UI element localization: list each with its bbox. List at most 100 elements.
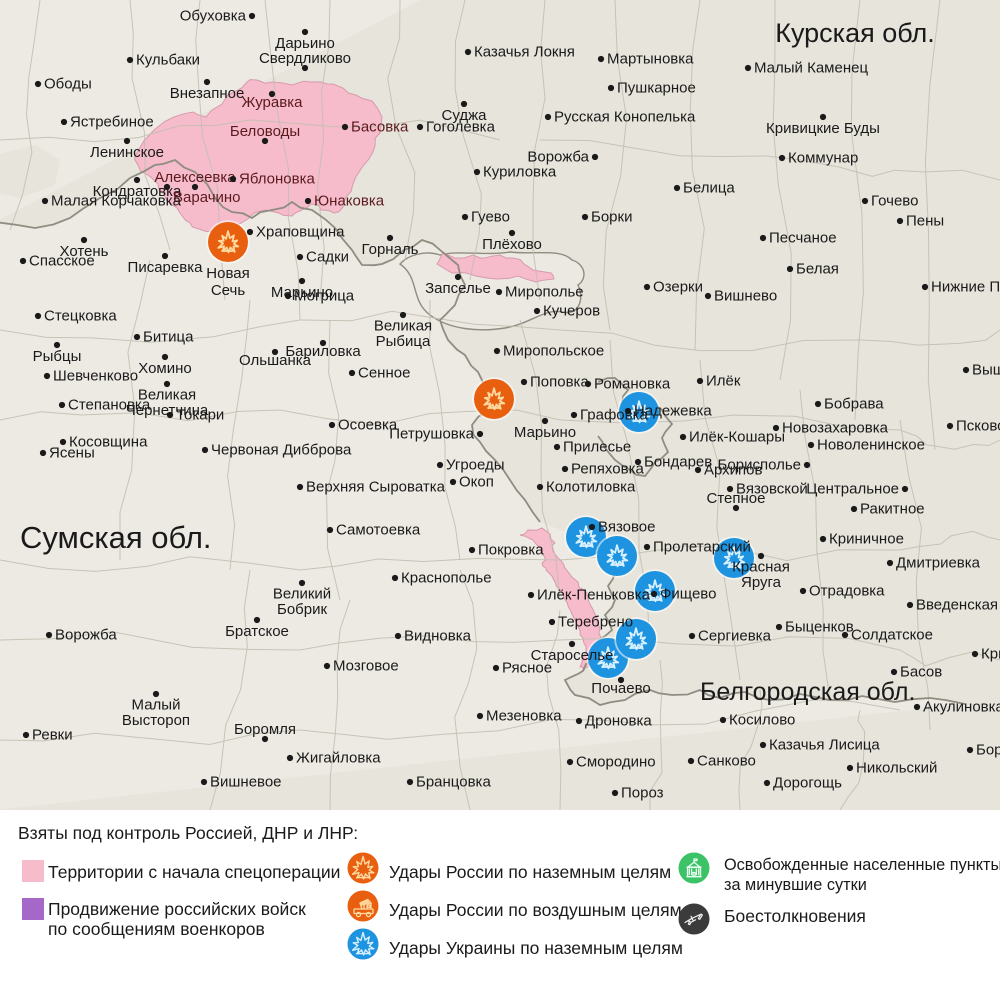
svg-text:Мартыновка: Мартыновка <box>607 51 694 68</box>
svg-text:Пороз: Пороз <box>621 785 664 802</box>
svg-text:Казачья Локня: Казачья Локня <box>474 44 575 61</box>
svg-text:Казачья Лисица: Казачья Лисица <box>769 737 880 754</box>
svg-text:Белгородская обл.: Белгородская обл. <box>700 678 915 706</box>
svg-text:Басовка: Басовка <box>351 119 409 136</box>
svg-text:Новоленинское: Новоленинское <box>817 437 925 454</box>
svg-text:Илёк: Илёк <box>706 373 741 390</box>
svg-text:Солдатское: Солдатское <box>851 627 933 644</box>
svg-text:Журавка: Журавка <box>242 94 304 111</box>
svg-text:Крюково: Крюково <box>981 646 1000 663</box>
svg-text:Юнаковка: Юнаковка <box>314 193 385 210</box>
svg-text:Ревки: Ревки <box>32 727 73 744</box>
svg-text:Сумская обл.: Сумская обл. <box>20 520 212 555</box>
svg-text:Центральное: Центральное <box>806 481 899 498</box>
svg-text:Теребрено: Теребрено <box>558 614 633 631</box>
svg-text:Видновка: Видновка <box>404 628 472 645</box>
svg-text:Кривицкие Буды: Кривицкие Буды <box>766 120 880 137</box>
svg-text:Пушкарное: Пушкарное <box>617 80 696 97</box>
svg-text:Шевченково: Шевченково <box>53 368 138 385</box>
svg-text:Окоп: Окоп <box>459 474 494 491</box>
svg-text:Дмитриевка: Дмитриевка <box>896 555 981 572</box>
svg-text:Криничное: Криничное <box>829 531 904 548</box>
svg-text:Малая Корчаковка: Малая Корчаковка <box>51 193 182 210</box>
svg-text:Вишнево: Вишнево <box>714 288 777 305</box>
svg-text:Белица: Белица <box>683 180 735 197</box>
svg-text:Вишневое: Вишневое <box>210 774 282 791</box>
svg-text:Гочево: Гочево <box>871 193 918 210</box>
svg-text:Вязовое: Вязовое <box>598 519 656 536</box>
svg-text:Мезеновка: Мезеновка <box>486 708 562 725</box>
svg-text:Пены: Пены <box>906 213 944 230</box>
svg-text:Косилово: Косилово <box>729 712 795 729</box>
svg-text:Ястребиное: Ястребиное <box>70 114 154 131</box>
svg-text:Внезапное: Внезапное <box>170 85 245 102</box>
svg-text:Беловоды: Беловоды <box>230 123 300 140</box>
svg-text:Спасское: Спасское <box>29 253 95 270</box>
svg-text:Песчаное: Песчаное <box>769 230 837 247</box>
svg-text:Илёк-Кошары: Илёк-Кошары <box>689 429 785 446</box>
svg-text:Рясное: Рясное <box>502 660 552 677</box>
svg-text:Хомино: Хомино <box>138 360 192 377</box>
svg-text:Ясены: Ясены <box>49 445 95 462</box>
svg-text:Малый: Малый <box>132 697 181 714</box>
svg-text:Коммунар: Коммунар <box>788 150 858 167</box>
svg-text:Сечь: Сечь <box>211 282 245 299</box>
svg-text:Графовка: Графовка <box>580 407 649 424</box>
svg-text:Выстороп: Выстороп <box>122 712 190 729</box>
svg-text:Отрадовка: Отрадовка <box>809 583 885 600</box>
svg-text:Курская обл.: Курская обл. <box>775 18 935 48</box>
svg-text:Червоная Дибброва: Червоная Дибброва <box>211 442 352 459</box>
svg-text:Великий: Великий <box>273 586 331 603</box>
svg-text:Великая: Великая <box>138 387 196 404</box>
svg-text:Мозговое: Мозговое <box>333 658 399 675</box>
svg-text:Поповка: Поповка <box>530 374 589 391</box>
svg-text:Ленинское: Ленинское <box>90 144 164 161</box>
svg-text:Новая: Новая <box>206 265 249 282</box>
svg-text:Фищево: Фищево <box>660 586 716 603</box>
svg-text:Новозахаровка: Новозахаровка <box>782 420 889 437</box>
svg-text:Великая: Великая <box>374 318 432 335</box>
svg-text:Репяховка: Репяховка <box>571 461 644 478</box>
svg-text:Сенное: Сенное <box>358 365 410 382</box>
svg-text:Красная: Красная <box>732 559 790 576</box>
svg-text:Садки: Садки <box>306 249 349 266</box>
svg-text:Варачино: Варачино <box>173 189 241 206</box>
svg-text:Рыбцы: Рыбцы <box>33 348 82 365</box>
svg-text:Гоголевка: Гоголевка <box>426 119 496 136</box>
svg-text:Бобрик: Бобрик <box>277 601 327 618</box>
svg-text:Токари: Токари <box>176 407 224 424</box>
svg-text:Илёк-Пеньковка: Илёк-Пеньковка <box>537 587 651 604</box>
svg-text:Борки: Борки <box>591 209 632 226</box>
svg-text:Дорогощь: Дорогощь <box>773 775 842 792</box>
svg-text:Бондарев: Бондарев <box>644 454 712 471</box>
svg-text:Никольский: Никольский <box>856 760 937 777</box>
svg-text:Самотоевка: Самотоевка <box>336 522 421 539</box>
svg-text:Белая: Белая <box>796 261 839 278</box>
svg-text:Ободы: Ободы <box>44 76 92 93</box>
svg-text:Миропольское: Миропольское <box>503 343 604 360</box>
svg-text:Боромля: Боромля <box>234 721 296 738</box>
svg-text:Плёхово: Плёхово <box>482 236 542 253</box>
svg-text:Введенская Готня: Введенская Готня <box>916 597 1000 614</box>
svg-text:Нижние Пены: Нижние Пены <box>931 279 1000 296</box>
svg-text:Степное: Степное <box>707 490 766 507</box>
svg-text:Обуховка: Обуховка <box>180 8 247 25</box>
svg-text:Пролетарский: Пролетарский <box>653 539 751 556</box>
svg-text:Русская Конопелька: Русская Конопелька <box>554 109 696 126</box>
svg-text:Яруга: Яруга <box>741 574 782 591</box>
svg-text:Прилесье: Прилесье <box>563 439 631 456</box>
svg-text:Рыбица: Рыбица <box>376 333 431 350</box>
svg-text:Бранцовка: Бранцовка <box>416 774 491 791</box>
svg-text:Вышние Пены: Вышние Пены <box>972 362 1000 379</box>
svg-text:Свердликово: Свердликово <box>259 50 351 67</box>
svg-text:Ольшанка: Ольшанка <box>239 352 312 369</box>
svg-text:Романовка: Романовка <box>594 376 671 393</box>
svg-text:Горналь: Горналь <box>362 241 419 258</box>
svg-text:Братское: Братское <box>225 623 289 640</box>
svg-text:Смородино: Смородино <box>576 754 656 771</box>
svg-text:Озерки: Озерки <box>653 279 703 296</box>
svg-text:Яблоновка: Яблоновка <box>239 171 316 188</box>
svg-text:Псковское: Псковское <box>956 418 1000 435</box>
svg-text:Мирополье: Мирополье <box>505 284 584 301</box>
svg-text:Борисовка: Борисовка <box>976 742 1000 759</box>
